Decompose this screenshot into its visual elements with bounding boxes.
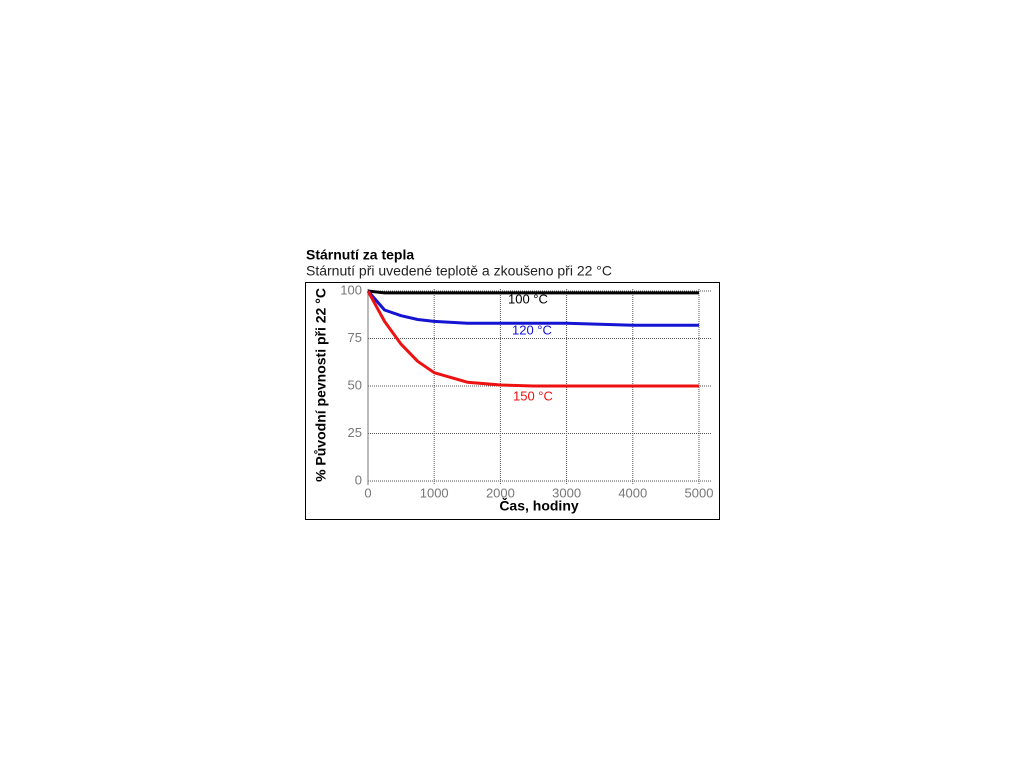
x-tick-label: 3000 [552, 485, 581, 500]
x-axis-label: Čas, hodiny [499, 497, 579, 514]
y-axis-label: % Původní pevnosti při 22 °C [313, 288, 329, 482]
chart-subtitle: Stárnutí při uvedené teplotě a zkoušeno … [306, 263, 612, 279]
chart-frame [305, 282, 720, 520]
x-tick-label: 2000 [486, 485, 515, 500]
y-tick-label: 75 [348, 330, 362, 345]
x-tick-label: 1000 [420, 485, 449, 500]
series-line [366, 290, 699, 327]
y-tick-label: 0 [355, 472, 362, 487]
y-tick-label: 100 [340, 282, 362, 297]
series-label: 150 °C [513, 388, 553, 403]
x-tick-label: 4000 [618, 485, 647, 500]
series-label: 100 °C [508, 291, 548, 306]
chart-title: Stárnutí za tepla [306, 247, 414, 263]
series-line [366, 290, 699, 388]
y-tick-label: 25 [348, 425, 362, 440]
series-label: 120 °C [512, 322, 552, 337]
series-line [367, 289, 699, 295]
x-tick-label: 0 [364, 485, 371, 500]
x-tick-label: 5000 [685, 485, 714, 500]
y-tick-label: 50 [348, 377, 362, 392]
